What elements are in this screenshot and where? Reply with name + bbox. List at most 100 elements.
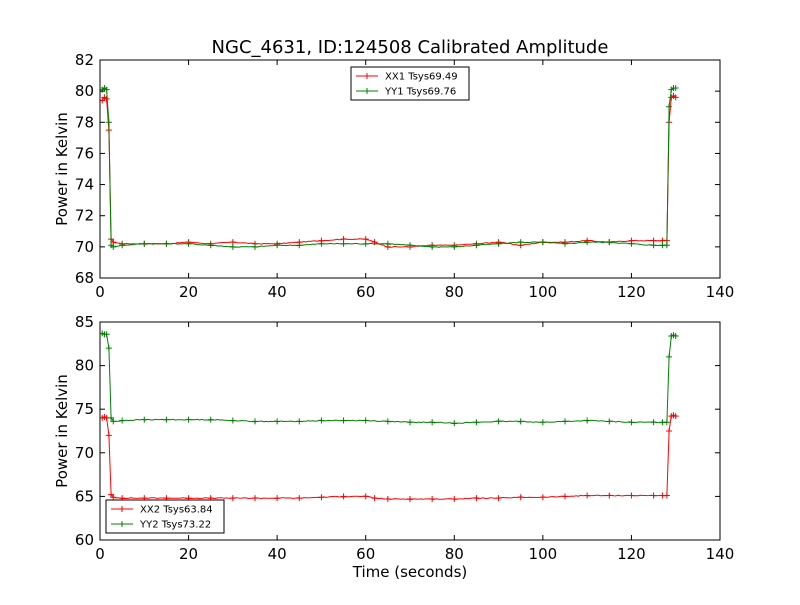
data-point — [371, 495, 378, 502]
y-tick-label: 75 — [75, 400, 94, 418]
data-point — [672, 413, 679, 420]
data-point — [119, 417, 126, 424]
data-point — [451, 420, 458, 427]
data-point — [252, 418, 258, 425]
data-point — [229, 417, 236, 424]
data-point — [340, 493, 347, 500]
data-point — [110, 494, 117, 501]
y-tick-label: 80 — [75, 82, 94, 100]
data-point — [473, 242, 480, 249]
y-tick-label: 78 — [75, 113, 94, 131]
data-point — [666, 103, 673, 110]
y-tick-label: 70 — [75, 444, 94, 462]
data-point — [384, 240, 391, 247]
data-point — [517, 494, 524, 501]
y-tick-label: 65 — [75, 487, 94, 505]
series-line — [102, 332, 676, 424]
data-point — [110, 243, 117, 250]
data-point — [628, 492, 635, 499]
x-tick-label: 100 — [529, 283, 558, 301]
data-point — [429, 419, 436, 426]
series-1-plot1 — [100, 412, 679, 503]
data-point — [318, 417, 325, 424]
data-point — [429, 243, 436, 250]
data-point — [229, 495, 236, 502]
data-point — [407, 419, 413, 426]
x-tick-label: 20 — [179, 545, 198, 563]
data-point — [207, 242, 214, 249]
legend-label: YY2 Tsys73.22 — [139, 520, 211, 531]
series-line — [101, 87, 676, 248]
data-point — [451, 496, 458, 503]
data-point — [274, 418, 281, 425]
x-tick-label: 0 — [95, 283, 105, 301]
bottom-plot: 0 20 40 60 80 100 120 140 60 65 70 75 80 85 Power in K… — [53, 313, 734, 581]
data-point — [666, 353, 673, 360]
top-plot: 0 20 40 60 80 100 120 140 68 70 72 74 76 78 80 82 Power … — [53, 51, 734, 301]
legend: XX1 Tsys69.49 YY1 Tsys69.76 — [350, 66, 470, 101]
data-point — [384, 418, 391, 425]
data-point — [185, 240, 192, 247]
data-point — [318, 240, 325, 247]
legend-box — [105, 499, 225, 534]
data-point — [495, 418, 502, 425]
y-tick-label: 68 — [75, 269, 94, 287]
series-2-plot1 — [100, 330, 679, 427]
data-point — [407, 242, 413, 249]
data-point — [451, 243, 458, 250]
x-tick-label: 80 — [445, 283, 464, 301]
data-point — [672, 332, 679, 339]
series-1-plot0 — [100, 92, 679, 250]
y-tick-label: 74 — [75, 176, 94, 194]
plot-frame — [99, 321, 721, 541]
data-point — [562, 240, 568, 247]
y-tick-label: 85 — [75, 313, 94, 331]
data-point — [296, 242, 303, 249]
y-axis-label: Power in Kelvin — [53, 112, 71, 226]
y-tick-label: 82 — [75, 51, 94, 69]
data-point — [539, 494, 546, 501]
series-line — [101, 414, 676, 501]
data-point — [473, 495, 480, 502]
data-point — [105, 119, 112, 126]
data-point — [495, 495, 502, 502]
data-point — [105, 432, 112, 439]
data-point — [119, 242, 126, 249]
x-tick-label: 120 — [617, 283, 646, 301]
data-point — [650, 492, 657, 499]
data-point — [606, 418, 613, 425]
data-point — [103, 331, 110, 338]
data-point — [672, 94, 679, 101]
data-point — [103, 86, 110, 93]
data-point — [663, 419, 670, 426]
x-tick-label: 0 — [95, 545, 105, 563]
data-point — [340, 417, 347, 424]
x-tick-label: 20 — [179, 283, 198, 301]
data-point — [584, 492, 591, 499]
y-tick-label: 76 — [75, 144, 94, 162]
data-point — [473, 419, 480, 426]
chart-title: NGC_4631, ID:124508 Calibrated Amplitude — [212, 37, 609, 58]
legend-label: XX1 Tsys69.49 — [385, 72, 458, 83]
data-point — [105, 345, 112, 352]
data-point — [562, 493, 568, 500]
data-point — [517, 239, 524, 246]
data-point — [185, 416, 192, 423]
data-point — [407, 496, 413, 503]
data-point — [318, 494, 325, 501]
x-tick-label: 60 — [356, 545, 375, 563]
series-line — [101, 95, 676, 248]
y-tick-label: 72 — [75, 207, 94, 225]
data-point — [252, 495, 258, 502]
x-tick-label: 140 — [706, 283, 735, 301]
data-point — [229, 243, 236, 250]
data-point — [108, 414, 115, 421]
data-point — [562, 418, 568, 425]
data-point — [672, 85, 679, 92]
legend-label: YY1 Tsys69.76 — [384, 87, 456, 98]
data-point — [362, 240, 369, 247]
data-point — [296, 418, 303, 425]
x-tick-label: 40 — [268, 283, 287, 301]
plot-frame — [99, 59, 721, 279]
x-tick-label: 140 — [706, 545, 735, 563]
